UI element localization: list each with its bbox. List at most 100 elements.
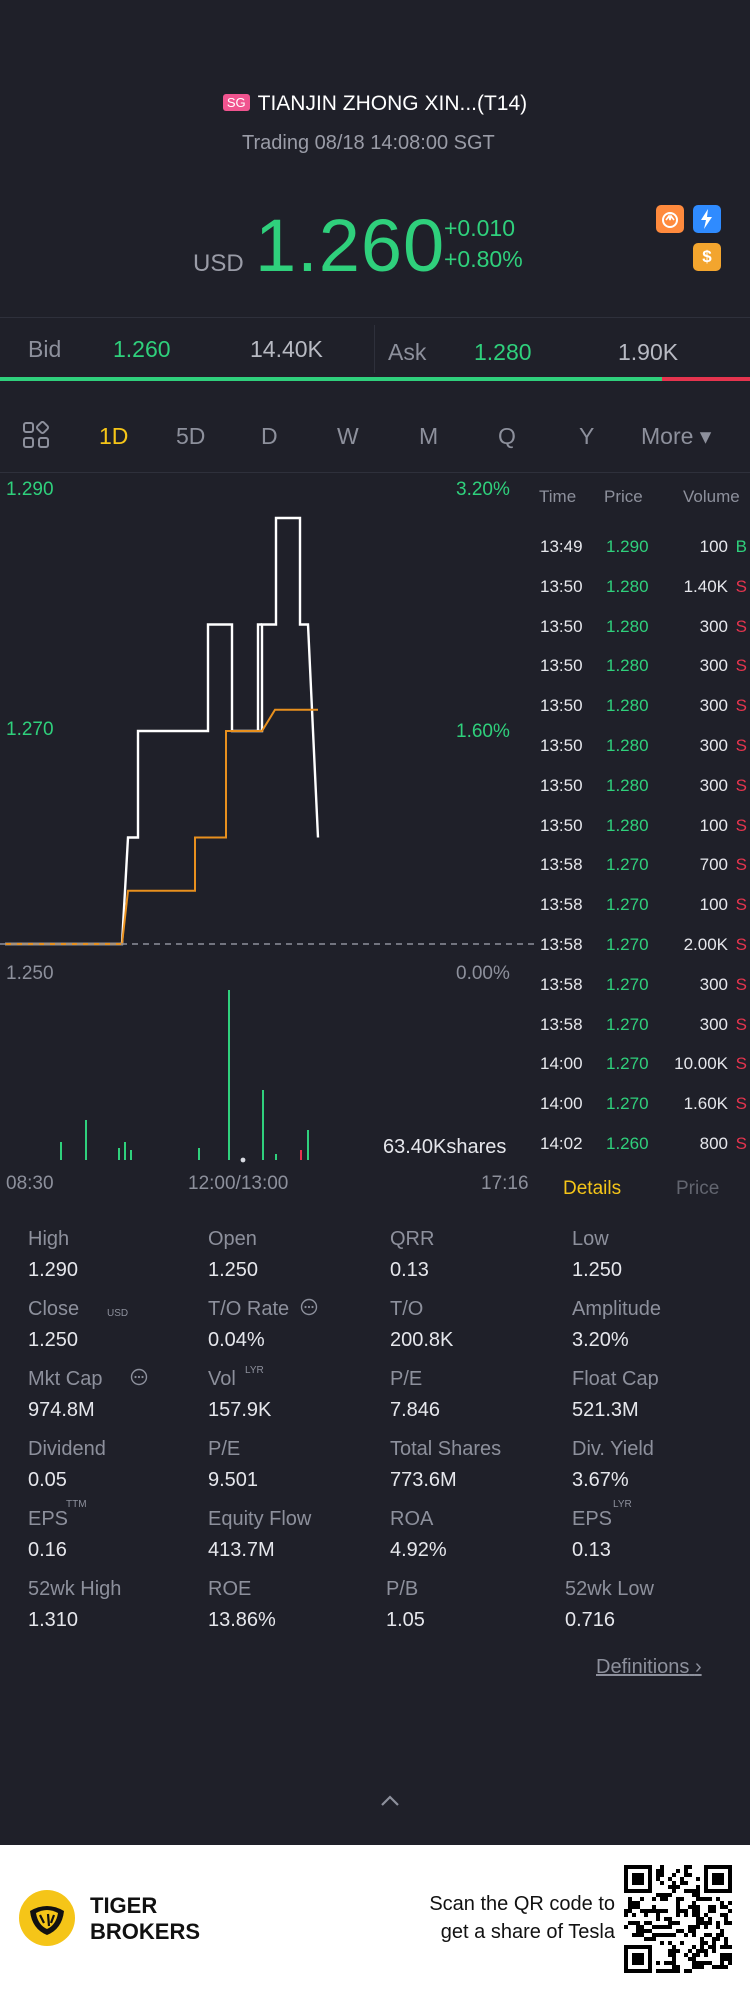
trade-row: 14:00 1.270 10.00K S [540, 1054, 750, 1094]
trade-time: 13:58 [540, 895, 583, 915]
trade-side: S [735, 616, 747, 636]
promo-banner[interactable]: TIGER BROKERS Scan the QR code to get a … [0, 1845, 750, 1991]
definitions-link[interactable]: Definitions › [596, 1656, 702, 1679]
trade-price: 1.270 [606, 974, 649, 994]
brand-name-line2: BROKERS [90, 1919, 201, 1944]
tab-1d[interactable]: 1D [99, 423, 129, 449]
stat-label: QRR [390, 1228, 435, 1250]
stat-value: 157.9K [208, 1399, 272, 1421]
stat-value: 1.05 [386, 1609, 425, 1631]
stat-value: 0.04% [208, 1329, 265, 1351]
stat-value: 1.250 [208, 1259, 259, 1281]
stat-label: T/O Rate [208, 1298, 290, 1320]
volume-bar [60, 1142, 62, 1160]
bid-price: 1.260 [113, 336, 171, 362]
trade-volume: 300 [699, 696, 728, 716]
volume-bar [198, 1148, 200, 1160]
trade-side: S [735, 576, 747, 596]
trade-time: 13:58 [540, 935, 583, 954]
trade-price: 1.270 [606, 855, 649, 875]
ask-label: Ask [388, 339, 427, 365]
trade-volume: 300 [699, 775, 728, 795]
dollar-icon[interactable]: $ [693, 243, 721, 271]
trade-side: S [735, 736, 747, 755]
trade-time: 13:50 [540, 696, 583, 716]
trade-time: 13:50 [540, 656, 583, 676]
lightning-icon[interactable] [693, 205, 721, 233]
stat-label: P/B [386, 1578, 419, 1600]
more-info-icon[interactable] [130, 1368, 148, 1391]
trade-time: 13:50 [540, 815, 583, 835]
volume-bar [130, 1150, 132, 1160]
brand-name-line1: TIGER [90, 1893, 158, 1918]
trade-row: 13:58 1.270 2.00K S [540, 935, 750, 975]
volume-bar [228, 990, 230, 1160]
trade-price: 1.270 [606, 1094, 649, 1114]
trades-header-volume: Volume [683, 487, 740, 506]
crown-icon[interactable] [656, 205, 684, 233]
trade-volume: 800 [699, 1134, 728, 1153]
trade-time: 13:58 [540, 974, 583, 994]
tab-w[interactable]: W [337, 423, 359, 449]
trade-time: 14:02 [540, 1134, 583, 1153]
pct-axis-mid: 1.60% [456, 721, 510, 742]
x-axis-start: 08:30 [6, 1173, 54, 1194]
trade-side: B [735, 537, 747, 556]
stat-label: Div. Yield [572, 1438, 654, 1460]
grid-icon[interactable] [22, 420, 50, 454]
qr-code-icon[interactable] [624, 1865, 732, 1978]
stat-label: ROA [390, 1508, 434, 1530]
currency-label: USD [193, 250, 244, 277]
intraday-chart[interactable] [0, 480, 540, 1180]
volume-bar [275, 1154, 277, 1160]
bid-size: 14.40K [250, 336, 323, 362]
trade-time: 13:49 [540, 537, 583, 556]
trade-price: 1.280 [606, 696, 649, 716]
tab-y[interactable]: Y [579, 423, 595, 449]
stat-value: 0.16 [28, 1539, 67, 1561]
more-info-icon[interactable] [300, 1298, 318, 1321]
trade-price: 1.280 [606, 736, 649, 755]
tab-q[interactable]: Q [498, 423, 516, 449]
trade-price: 1.280 [606, 815, 649, 835]
x-axis-end: 17:16 [481, 1173, 529, 1194]
chevron-up-icon[interactable] [380, 1793, 400, 1812]
divider [374, 325, 375, 373]
trade-row: 13:50 1.280 300 S [540, 617, 750, 657]
trade-price: 1.280 [606, 616, 649, 636]
stat-value: 0.13 [390, 1259, 429, 1281]
tab-d[interactable]: D [261, 423, 278, 449]
stat-label: 52wk Low [565, 1578, 654, 1600]
bid-volume-bar [0, 377, 662, 381]
trade-time: 13:50 [540, 736, 583, 755]
tab-5d[interactable]: 5D [176, 423, 206, 449]
trade-price: 1.280 [606, 775, 649, 795]
trading-status: Trading 08/18 14:08:00 SGT [242, 132, 495, 154]
stat-label: Float Cap [572, 1368, 659, 1390]
tab-more[interactable]: More ▾ [641, 423, 712, 449]
stat-value: 3.20% [572, 1329, 629, 1351]
stat-value: 1.250 [28, 1329, 79, 1351]
price-change-pct: +0.80% [444, 246, 523, 272]
ask-volume-bar [662, 377, 750, 381]
stat-value: 1.250 [572, 1259, 623, 1281]
stat-label: Low [572, 1228, 609, 1250]
bid-label: Bid [28, 336, 62, 362]
y-axis-bottom: 1.250 [6, 963, 54, 984]
stat-label: T/O [390, 1298, 424, 1320]
stat-label: Total Shares [390, 1438, 502, 1460]
tab-m[interactable]: M [419, 423, 439, 449]
volume-total: 63.40Kshares [383, 1136, 507, 1158]
trade-row: 13:58 1.270 700 S [540, 855, 750, 895]
eps-ttm-tag: TTM [66, 1499, 87, 1510]
stat-label: Equity Flow [208, 1508, 312, 1530]
stat-value: 0.13 [572, 1539, 611, 1561]
trade-time: 14:00 [540, 1094, 583, 1114]
divider [0, 317, 750, 318]
trade-side: S [735, 1134, 747, 1153]
tab-details[interactable]: Details [563, 1178, 622, 1199]
volume-bar [300, 1150, 302, 1160]
trade-side: S [735, 1014, 747, 1034]
trade-side: S [735, 935, 747, 954]
tab-price[interactable]: Price [676, 1178, 720, 1199]
